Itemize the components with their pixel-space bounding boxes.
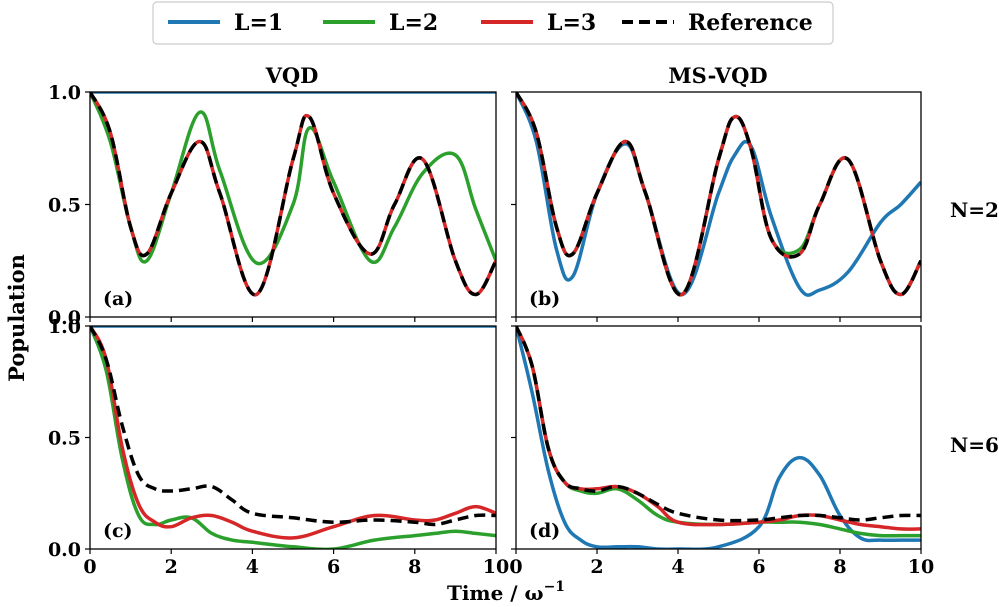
legend-label-l2: L=2 xyxy=(389,10,438,36)
panel-d: 0 2 4 6 8 10 (d) xyxy=(509,325,934,578)
column-title-vqd: VQD xyxy=(265,63,319,88)
x-tick-label: 2 xyxy=(165,556,178,578)
x-tick-label: 0 xyxy=(509,556,522,578)
x-tick-label: 8 xyxy=(833,556,846,578)
row-title-n6: N=6 xyxy=(950,433,999,457)
y-tick-label: 1.0 xyxy=(48,82,81,104)
series-group xyxy=(516,92,921,297)
series-line-reference xyxy=(516,92,921,297)
row-title-n2: N=2 xyxy=(950,198,999,222)
x-tick-label: 10 xyxy=(483,556,509,578)
legend-label-reference: Reference xyxy=(688,10,813,36)
legend-label-l1: L=1 xyxy=(234,10,283,36)
x-axis-label: Time / ω−1 xyxy=(447,579,565,605)
panel-label: (b) xyxy=(529,288,560,310)
x-tick-label: 8 xyxy=(408,556,421,578)
series-group xyxy=(516,326,921,549)
series-line-reference xyxy=(90,326,496,527)
x-tick-label: 6 xyxy=(752,556,765,578)
y-tick-label: 0.5 xyxy=(48,195,81,217)
series-line-l2 xyxy=(90,92,496,266)
series-line-l3 xyxy=(90,326,496,540)
panel-label: (c) xyxy=(103,520,133,542)
legend: L=1 L=2 L=3 Reference xyxy=(152,1,834,45)
y-axis-label: Population xyxy=(4,254,29,382)
y-tick-label: 0.0 xyxy=(48,307,81,329)
x-axis-label-exponent: −1 xyxy=(544,579,565,595)
axes-frame xyxy=(515,325,922,550)
series-line-l3 xyxy=(516,326,921,531)
y-tick-label: 0.5 xyxy=(48,428,81,450)
x-tick-label: 4 xyxy=(671,556,684,578)
series-line-l1 xyxy=(516,326,921,549)
series-line-l2 xyxy=(90,326,496,549)
x-tick-label: 10 xyxy=(908,556,934,578)
series-line-reference xyxy=(516,326,921,523)
x-tick-label: 6 xyxy=(327,556,340,578)
panel-a: 0.0 0.5 1.0 (a) xyxy=(48,82,497,329)
legend-label-l3: L=3 xyxy=(547,10,596,36)
series-line-reference xyxy=(90,92,496,297)
axes-frame xyxy=(89,325,497,550)
x-tick-label: 0 xyxy=(83,556,96,578)
x-axis-label-main: Time / ω xyxy=(447,581,544,605)
x-tick-label: 2 xyxy=(590,556,603,578)
axes-frame xyxy=(515,91,922,318)
series-group xyxy=(90,326,496,549)
series-line-l1 xyxy=(516,92,921,297)
y-tick-label: 1.0 xyxy=(48,316,81,338)
series-line-l3 xyxy=(90,92,496,297)
series-line-l2 xyxy=(516,326,921,538)
panel-b: (b) xyxy=(511,91,922,322)
series-group xyxy=(90,92,496,297)
column-title-ms-vqd: MS-VQD xyxy=(668,63,767,88)
x-tick-label: 4 xyxy=(246,556,259,578)
panel-c: 0 2 4 6 8 10 0.0 0.5 1.0 (c) xyxy=(48,316,509,578)
panel-label: (d) xyxy=(529,520,560,542)
y-tick-label: 0.0 xyxy=(48,539,81,561)
panel-label: (a) xyxy=(103,288,133,310)
